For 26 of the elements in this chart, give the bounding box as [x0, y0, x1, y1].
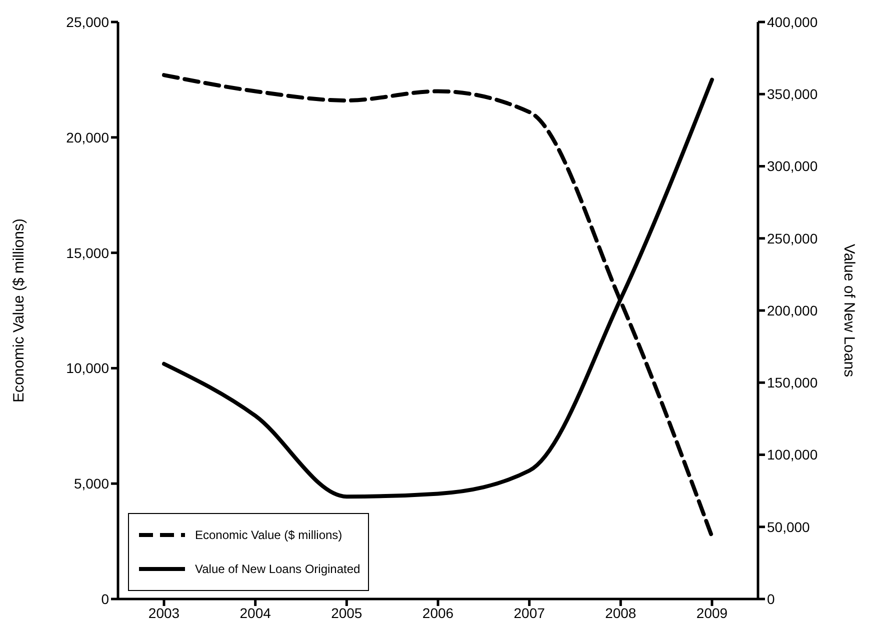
x-tick-label: 2003 — [148, 604, 180, 621]
y2-tick-label: 400,000 — [767, 14, 818, 30]
y2-tick-label: 0 — [767, 590, 775, 607]
y2-tick-label: 350,000 — [767, 86, 818, 102]
y2-tick-label: 250,000 — [767, 230, 818, 246]
y-tick-label: 20,000 — [66, 129, 110, 146]
y2-tick-label: 50,000 — [767, 518, 810, 535]
y-tick-label: 10,000 — [66, 360, 110, 376]
y2-tick-label: 300,000 — [767, 158, 818, 174]
legend-label: Economic Value ($ millions) — [195, 528, 342, 542]
y-tick-label: 0 — [101, 590, 110, 607]
x-tick-label: 2008 — [605, 604, 636, 621]
legend-label: Value of New Loans Originated — [195, 562, 360, 576]
y-tick-label: 5,000 — [74, 476, 110, 492]
x-tick-label: 2009 — [696, 604, 728, 621]
x-tick-label: 2004 — [240, 604, 272, 621]
y2-axis-title: Value of New Loans — [840, 244, 858, 378]
y2-tick-label: 100,000 — [767, 446, 818, 463]
x-tick-label: 2007 — [514, 604, 546, 621]
y2-tick-label: 200,000 — [767, 302, 818, 318]
y-tick-label: 15,000 — [66, 244, 110, 261]
y2-tick-label: 150,000 — [767, 374, 818, 391]
y-tick-label: 25,000 — [66, 14, 110, 30]
x-tick-label: 2006 — [422, 604, 454, 621]
y-axis-title: Economic Value ($ millions) — [10, 218, 28, 402]
x-tick-label: 2005 — [331, 604, 362, 621]
